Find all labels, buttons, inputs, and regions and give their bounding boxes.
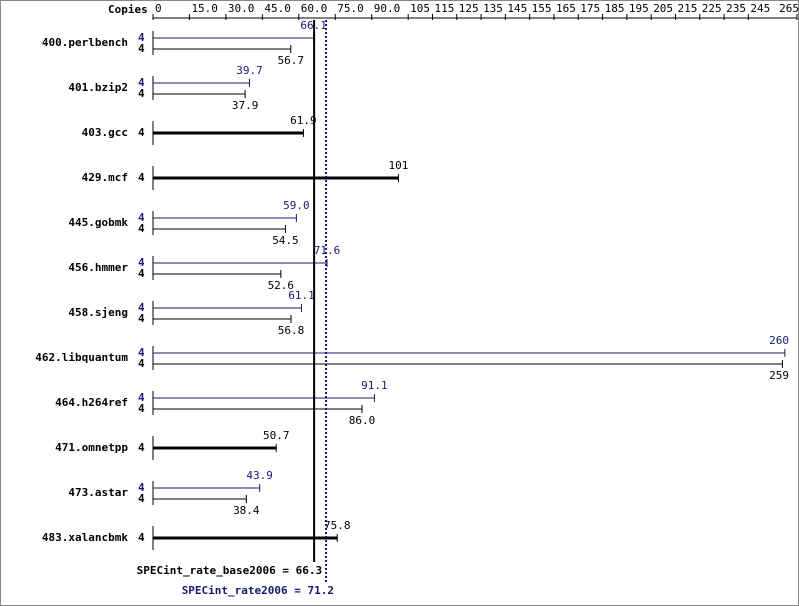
benchmark-label: 401.bzip2	[68, 81, 128, 94]
x-tick-label: 90.0	[374, 2, 401, 15]
benchmark-label: 483.xalancbmk	[42, 531, 128, 544]
x-tick-label: 145	[507, 2, 527, 15]
value-label: 71.6	[314, 244, 341, 257]
copies: 4	[138, 256, 145, 269]
x-tick-label: 155	[532, 2, 552, 15]
copies: 4	[138, 211, 145, 224]
benchmark-label: 429.mcf	[82, 171, 128, 184]
reference-label: SPECint_rate_base2006 = 66.3	[137, 564, 322, 577]
x-tick-label: 225	[702, 2, 722, 15]
x-tick-label: 30.0	[228, 2, 255, 15]
benchmark-label: 403.gcc	[82, 126, 128, 139]
copies: 4	[138, 531, 145, 544]
copies: 4	[138, 346, 145, 359]
benchmark-label: 464.h264ref	[55, 396, 128, 409]
value-label: 91.1	[361, 379, 388, 392]
value-label: 56.8	[278, 324, 305, 337]
x-tick-label: 185	[605, 2, 625, 15]
x-tick-label: 265	[779, 2, 799, 15]
copies: 4	[138, 87, 145, 100]
value-label: 54.5	[272, 234, 299, 247]
value-label: 37.9	[232, 99, 259, 112]
benchmark-label: 400.perlbench	[42, 36, 128, 49]
value-label: 75.8	[324, 519, 351, 532]
copies: 4	[138, 126, 145, 139]
x-tick-label: 245	[750, 2, 770, 15]
value-label: 43.9	[246, 469, 273, 482]
x-tick-label: 135	[483, 2, 503, 15]
x-tick-label: 105	[410, 2, 430, 15]
x-tick-label: 45.0	[264, 2, 291, 15]
value-label: 59.0	[283, 199, 310, 212]
value-label: 56.7	[278, 54, 305, 67]
x-tick-label: 75.0	[337, 2, 364, 15]
value-label: 39.7	[236, 64, 263, 77]
value-label: 50.7	[263, 429, 290, 442]
x-tick-label: 15.0	[191, 2, 218, 15]
copies: 4	[138, 402, 145, 415]
copies: 4	[138, 301, 145, 314]
x-tick-label: 205	[653, 2, 673, 15]
copies: 4	[138, 391, 145, 404]
value-label: 86.0	[349, 414, 376, 427]
value-label: 101	[389, 159, 409, 172]
x-tick-label: 0	[155, 2, 162, 15]
benchmark-label: 456.hmmer	[68, 261, 128, 274]
benchmark-label: 473.astar	[68, 486, 128, 499]
copies: 4	[138, 492, 145, 505]
value-label: 61.1	[288, 289, 315, 302]
copies: 4	[138, 267, 145, 280]
reference-label: SPECint_rate2006 = 71.2	[182, 584, 334, 597]
copies: 4	[138, 357, 145, 370]
value-label: 259	[769, 369, 789, 382]
copies: 4	[138, 76, 145, 89]
benchmark-label: 445.gobmk	[68, 216, 128, 229]
value-label: 260	[769, 334, 789, 347]
x-tick-label: 215	[677, 2, 697, 15]
copies: 4	[138, 42, 145, 55]
value-label: 38.4	[233, 504, 260, 517]
value-label: 61.9	[290, 114, 317, 127]
x-tick-label: 125	[459, 2, 479, 15]
copies-header: Copies	[108, 3, 148, 16]
copies: 4	[138, 481, 145, 494]
benchmark-label: 471.omnetpp	[55, 441, 128, 454]
x-tick-label: 195	[629, 2, 649, 15]
copies: 4	[138, 171, 145, 184]
benchmark-label: 458.sjeng	[68, 306, 128, 319]
x-tick-label: 60.0	[301, 2, 328, 15]
x-tick-label: 235	[726, 2, 746, 15]
benchmark-label: 462.libquantum	[35, 351, 128, 364]
x-tick-label: 165	[556, 2, 576, 15]
copies: 4	[138, 31, 145, 44]
x-tick-label: 115	[434, 2, 454, 15]
x-tick-label: 175	[580, 2, 600, 15]
copies: 4	[138, 222, 145, 235]
copies: 4	[138, 441, 145, 454]
value-label: 52.6	[268, 279, 295, 292]
copies: 4	[138, 312, 145, 325]
